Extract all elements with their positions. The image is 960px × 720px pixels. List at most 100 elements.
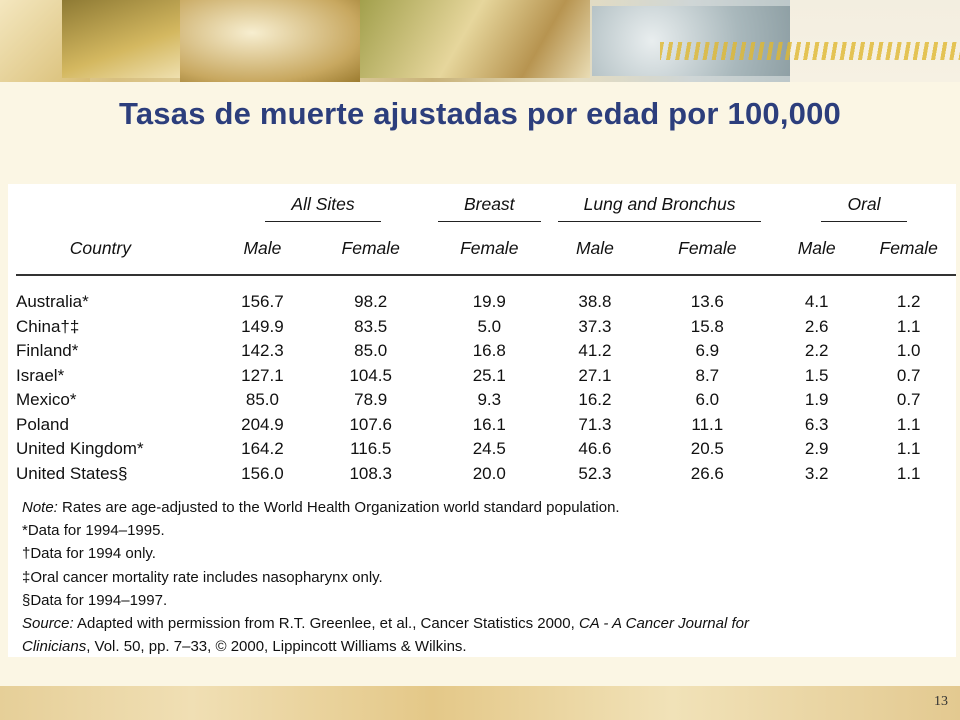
value-cell: 46.6 bbox=[578, 439, 612, 459]
table-row: Australia* 156.7 98.2 19.9 38.8 13.6 4.1… bbox=[16, 290, 956, 315]
value-cell: 1.9 bbox=[804, 390, 829, 410]
value-cell: 11.1 bbox=[691, 414, 724, 434]
footnote: ‡Oral cancer mortality rate includes nas… bbox=[22, 568, 383, 586]
value-cell: 1.0 bbox=[896, 341, 921, 361]
journal-title-cont: Clinicians bbox=[22, 638, 87, 656]
group-header-row: All Sites Breast Lung and Bronchus Oral bbox=[16, 184, 956, 222]
country-cell: Poland bbox=[16, 414, 69, 434]
value-cell: 1.1 bbox=[896, 463, 921, 483]
value-cell: 98.2 bbox=[354, 292, 388, 312]
banner-tile bbox=[62, 0, 182, 78]
value-cell: 1.1 bbox=[896, 439, 921, 459]
value-cell: 1.1 bbox=[896, 316, 921, 336]
value-cell: 164.2 bbox=[241, 439, 284, 459]
note-text: Rates are age-adjusted to the World Heal… bbox=[57, 499, 620, 516]
value-cell: 71.3 bbox=[578, 414, 612, 434]
value-cell: 142.3 bbox=[241, 341, 284, 361]
country-cell: Australia* bbox=[16, 292, 89, 312]
column-header: Female bbox=[341, 237, 400, 258]
value-cell: 3.2 bbox=[804, 463, 829, 483]
table-row: Israel* 127.1 104.5 25.1 27.1 8.7 1.5 0.… bbox=[16, 364, 956, 389]
table-row: United States§ 156.0 108.3 20.0 52.3 26.… bbox=[16, 462, 956, 487]
slide-title: Tasas de muerte ajustadas por edad por 1… bbox=[119, 96, 841, 131]
footnote: *Data for 1994–1995. bbox=[22, 522, 165, 540]
value-cell: 85.0 bbox=[245, 390, 279, 410]
country-cell: Israel* bbox=[16, 365, 65, 385]
value-cell: 149.9 bbox=[241, 316, 284, 336]
table-row: Finland* 142.3 85.0 16.8 41.2 6.9 2.2 1.… bbox=[16, 339, 956, 364]
column-header: Male bbox=[797, 237, 836, 258]
value-cell: 26.6 bbox=[690, 463, 724, 483]
value-cell: 20.5 bbox=[690, 439, 724, 459]
value-cell: 15.8 bbox=[690, 316, 724, 336]
source-text: Adapted with permission from R.T. Greenl… bbox=[73, 615, 579, 633]
value-cell: 116.5 bbox=[350, 439, 392, 459]
value-cell: 85.0 bbox=[354, 341, 388, 361]
value-cell: 16.1 bbox=[472, 414, 506, 434]
value-cell: 6.9 bbox=[695, 341, 720, 361]
country-cell: Finland* bbox=[16, 341, 79, 361]
value-cell: 37.3 bbox=[578, 316, 612, 336]
value-cell: 8.7 bbox=[695, 365, 720, 385]
table-row: Poland 204.9 107.6 16.1 71.3 11.1 6.3 1.… bbox=[16, 413, 956, 438]
table-row: Mexico* 85.0 78.9 9.3 16.2 6.0 1.9 0.7 bbox=[16, 388, 956, 413]
note-label: Note: bbox=[22, 499, 58, 516]
decorative-banner bbox=[0, 0, 960, 82]
value-cell: 0.7 bbox=[896, 390, 921, 410]
value-cell: 27.1 bbox=[578, 365, 612, 385]
value-cell: 16.2 bbox=[578, 390, 612, 410]
source-line: Source: Adapted with permission from R.T… bbox=[22, 612, 942, 635]
table-row: China†‡ 149.9 83.5 5.0 37.3 15.8 2.6 1.1 bbox=[16, 315, 956, 340]
footnote: †Data for 1994 only. bbox=[22, 545, 156, 563]
value-cell: 25.1 bbox=[472, 365, 506, 385]
header-divider bbox=[16, 274, 956, 290]
value-cell: 38.8 bbox=[578, 292, 612, 312]
table-notes: Note: Rates are age-adjusted to the Worl… bbox=[22, 496, 942, 658]
value-cell: 41.2 bbox=[578, 341, 612, 361]
source-line-cont: Clinicians, Vol. 50, pp. 7–33, © 2000, L… bbox=[22, 635, 942, 658]
column-header: Male bbox=[243, 237, 282, 258]
banner-tile bbox=[790, 0, 960, 82]
banner-tile bbox=[180, 0, 360, 82]
value-cell: 24.5 bbox=[472, 439, 506, 459]
value-cell: 204.9 bbox=[241, 414, 284, 434]
death-rates-table: All Sites Breast Lung and Bronchus Oral … bbox=[16, 184, 956, 486]
wheat-decoration bbox=[660, 42, 960, 60]
value-cell: 2.6 bbox=[804, 316, 829, 336]
value-cell: 2.9 bbox=[804, 439, 829, 459]
value-cell: 6.0 bbox=[695, 390, 720, 410]
value-cell: 16.8 bbox=[472, 341, 506, 361]
source-tail: , Vol. 50, pp. 7–33, © 2000, Lippincott … bbox=[86, 638, 467, 656]
value-cell: 127.1 bbox=[241, 365, 284, 385]
value-cell: 6.3 bbox=[804, 414, 829, 434]
value-cell: 1.2 bbox=[896, 292, 921, 312]
value-cell: 2.2 bbox=[804, 341, 829, 361]
value-cell: 0.7 bbox=[896, 365, 921, 385]
column-header-country: Country bbox=[69, 237, 131, 258]
footnote: §Data for 1994–1997. bbox=[22, 591, 168, 609]
banner-tile bbox=[360, 0, 590, 78]
group-header-all-sites: All Sites bbox=[265, 194, 381, 222]
value-cell: 78.9 bbox=[354, 390, 388, 410]
decorative-footer-strip bbox=[0, 686, 960, 720]
country-cell: Mexico* bbox=[16, 390, 77, 410]
value-cell: 104.5 bbox=[349, 365, 392, 385]
value-cell: 9.3 bbox=[477, 390, 502, 410]
column-header-row: Country Male Female Female Male Female M… bbox=[16, 222, 956, 275]
banner-tile bbox=[592, 6, 792, 76]
value-cell: 156.7 bbox=[241, 292, 284, 312]
value-cell: 4.1 bbox=[804, 292, 829, 312]
column-header: Male bbox=[575, 237, 614, 258]
table-row: United Kingdom* 164.2 116.5 24.5 46.6 20… bbox=[16, 437, 956, 462]
group-header-oral: Oral bbox=[821, 194, 907, 222]
value-cell: 1.5 bbox=[804, 365, 829, 385]
journal-title: CA - A Cancer Journal for bbox=[578, 615, 749, 633]
group-header-lung: Lung and Bronchus bbox=[557, 194, 762, 222]
value-cell: 5.0 bbox=[477, 316, 502, 336]
value-cell: 13.6 bbox=[690, 292, 724, 312]
note-line: Note: Rates are age-adjusted to the Worl… bbox=[22, 496, 942, 519]
source-label: Source: bbox=[22, 615, 74, 633]
country-cell: United Kingdom* bbox=[16, 439, 144, 459]
value-cell: 52.3 bbox=[578, 463, 612, 483]
country-cell: China†‡ bbox=[16, 316, 80, 336]
